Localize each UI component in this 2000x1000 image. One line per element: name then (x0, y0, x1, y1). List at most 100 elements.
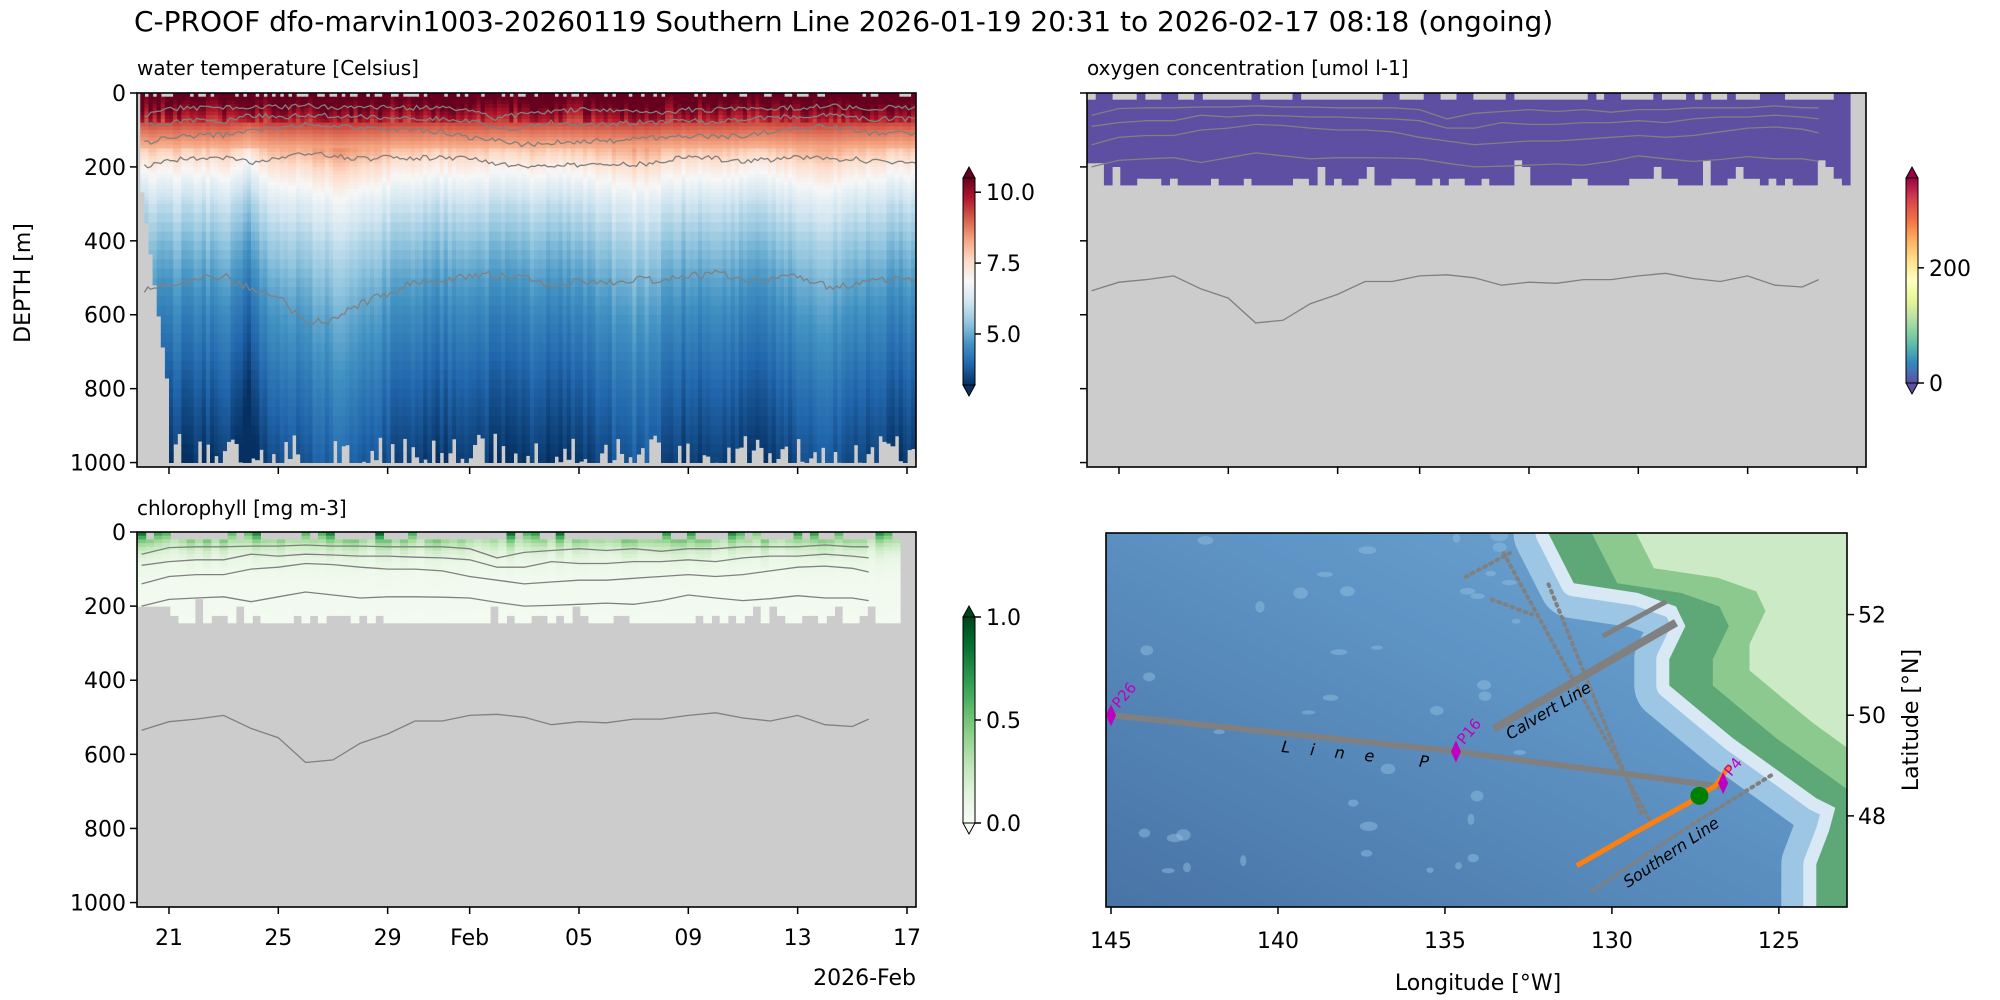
heatmap-cell (447, 259, 453, 269)
heatmap-cell (238, 181, 244, 186)
heatmap-cell (472, 133, 478, 138)
heatmap-cell (333, 388, 338, 399)
heatmap-cell (296, 213, 301, 223)
heatmap-cell (218, 126, 223, 131)
heatmap-cell (234, 342, 240, 353)
heatmap-cell (460, 93, 465, 98)
heatmap-cell (308, 434, 314, 445)
heatmap-cell (472, 148, 478, 153)
heatmap-cell (406, 425, 412, 436)
heatmap-cell (226, 203, 232, 214)
heatmap-cell (476, 342, 482, 353)
heatmap-cell (427, 141, 432, 146)
heatmap-cell (226, 222, 232, 232)
heatmap-cell (193, 324, 199, 334)
heatmap-cell (451, 370, 457, 380)
heatmap-cell (275, 137, 281, 142)
heatmap-cell (464, 222, 469, 232)
heatmap-cell (312, 159, 318, 164)
heatmap-cell (468, 213, 473, 223)
heatmap-cell (398, 107, 404, 112)
heatmap-cell (238, 379, 244, 390)
heatmap-cell (451, 196, 457, 201)
heatmap-cell (406, 231, 412, 242)
heatmap-cell (378, 333, 383, 343)
heatmap-cell (488, 189, 494, 194)
heatmap-cell (292, 333, 297, 343)
heatmap-cell (205, 305, 211, 316)
heatmap-cell (251, 296, 256, 306)
heatmap-cell (189, 397, 195, 408)
heatmap-cell (386, 130, 391, 135)
heatmap-cell (193, 133, 199, 138)
heatmap-cell (316, 155, 322, 160)
heatmap-cell (337, 130, 342, 135)
heatmap-cell (464, 240, 469, 251)
heatmap-cell (337, 305, 342, 316)
heatmap-cell (263, 100, 268, 105)
heatmap-cell (275, 118, 281, 124)
heatmap-cell (173, 137, 178, 142)
heatmap-cell (468, 93, 473, 98)
heatmap-cell (361, 379, 367, 390)
heatmap-cell (386, 333, 391, 343)
heatmap-cell (283, 240, 289, 251)
heatmap-cell (304, 107, 309, 112)
heatmap-cell (423, 96, 428, 101)
heatmap-cell (394, 314, 400, 325)
heatmap-cell (296, 155, 301, 160)
heatmap-cell (234, 96, 240, 101)
heatmap-cell (406, 397, 412, 408)
heatmap-cell (324, 96, 330, 101)
heatmap-cell (205, 296, 211, 306)
heatmap-cell (263, 370, 268, 380)
heatmap-cell (410, 126, 416, 131)
heatmap-cell (386, 200, 391, 205)
heatmap-cell (361, 305, 367, 316)
heatmap-cell (177, 231, 182, 242)
heatmap-cell (218, 174, 223, 179)
heatmap-cell (427, 296, 432, 306)
heatmap-cell (242, 397, 248, 408)
heatmap-cell (365, 407, 371, 417)
heatmap-cell (156, 181, 162, 186)
heatmap-cell (226, 324, 232, 334)
heatmap-cell (267, 333, 273, 343)
heatmap-cell (164, 240, 170, 251)
heatmap-cell (435, 174, 441, 179)
heatmap-cell (177, 192, 182, 197)
heatmap-cell (296, 196, 301, 201)
heatmap-cell (402, 155, 408, 160)
heatmap-cell (210, 159, 215, 164)
heatmap-cell (292, 144, 297, 149)
heatmap-cell (365, 277, 371, 288)
heatmap-cell (210, 130, 215, 135)
heatmap-cell (361, 314, 367, 325)
heatmap-cell (468, 141, 473, 146)
heatmap-cell (263, 342, 268, 353)
heatmap-cell (246, 122, 252, 127)
heatmap-cell (501, 148, 506, 153)
heatmap-cell (435, 122, 441, 127)
heatmap-cell (156, 126, 162, 131)
heatmap-cell (431, 181, 437, 186)
heatmap-cell (300, 96, 305, 101)
heatmap-cell (255, 133, 260, 138)
heatmap-cell (488, 444, 494, 454)
heatmap-cell (439, 379, 445, 390)
heatmap-cell (451, 118, 457, 124)
heatmap-cell (181, 96, 186, 101)
heatmap-cell (398, 166, 404, 172)
heatmap-cell (152, 159, 158, 164)
heatmap-cell (398, 170, 404, 175)
heatmap-cell (402, 397, 408, 408)
heatmap-cell (251, 314, 256, 325)
heatmap-cell (267, 111, 273, 116)
heatmap-cell (251, 416, 256, 427)
heatmap-cell (406, 200, 412, 205)
heatmap-cell (337, 141, 342, 146)
heatmap-cell (451, 351, 457, 362)
heatmap-cell (177, 93, 182, 98)
heatmap-cell (386, 453, 391, 463)
heatmap-cell (410, 104, 416, 109)
